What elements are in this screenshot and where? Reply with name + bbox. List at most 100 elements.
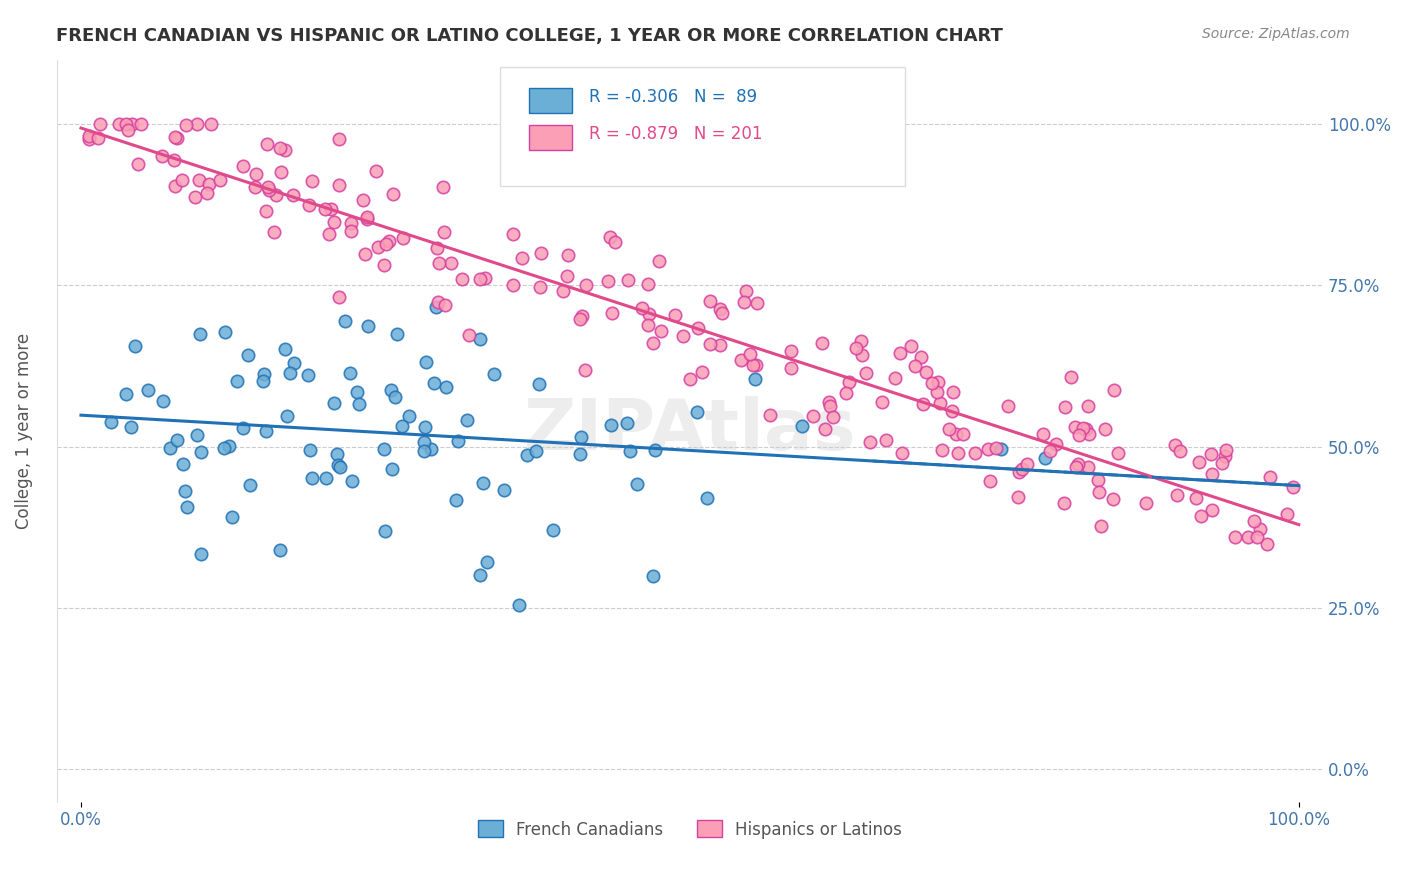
Point: [870, 395, 893, 409]
Point: [440, 256, 463, 270]
Point: [600, 417, 623, 432]
Point: [328, 178, 350, 192]
Point: [218, 439, 240, 453]
Point: [245, 167, 267, 181]
Text: FRENCH CANADIAN VS HISPANIC OR LATINO COLLEGE, 1 YEAR OR MORE CORRELATION CHART: FRENCH CANADIAN VS HISPANIC OR LATINO CO…: [56, 27, 1002, 45]
Point: [380, 383, 402, 397]
Point: [301, 471, 323, 485]
Point: [575, 278, 598, 293]
Point: [574, 363, 596, 377]
Point: [1101, 491, 1123, 506]
Point: [690, 365, 713, 379]
Point: [502, 278, 524, 293]
Point: [77, 132, 100, 146]
Point: [256, 136, 278, 151]
Point: [1213, 450, 1236, 464]
Point: [166, 131, 188, 145]
Point: [301, 173, 323, 187]
Point: [456, 413, 478, 427]
Point: [977, 442, 1000, 456]
Point: [605, 235, 627, 250]
Point: [512, 252, 534, 266]
Point: [243, 179, 266, 194]
Text: Source: ZipAtlas.com: Source: ZipAtlas.com: [1202, 27, 1350, 41]
Point: [569, 312, 592, 326]
Point: [214, 325, 236, 339]
Point: [928, 396, 950, 410]
Point: [1135, 496, 1157, 510]
Point: [391, 419, 413, 434]
Point: [391, 231, 413, 245]
Point: [637, 318, 659, 333]
Point: [814, 422, 837, 436]
Point: [269, 542, 291, 557]
Point: [413, 435, 436, 450]
Point: [648, 254, 671, 268]
Point: [276, 409, 298, 424]
Point: [426, 242, 449, 256]
Point: [1243, 514, 1265, 528]
Point: [1052, 496, 1074, 510]
Point: [1045, 436, 1067, 450]
Point: [596, 274, 619, 288]
Point: [482, 367, 505, 381]
Point: [323, 396, 346, 410]
Point: [1102, 384, 1125, 398]
Point: [319, 202, 342, 216]
Point: [745, 358, 768, 372]
Point: [349, 397, 371, 411]
Point: [190, 444, 212, 458]
Point: [1201, 467, 1223, 481]
Point: [927, 376, 949, 390]
Point: [911, 397, 934, 411]
Point: [274, 343, 297, 357]
Point: [709, 302, 731, 317]
Point: [329, 460, 352, 475]
Point: [637, 307, 659, 321]
Point: [1066, 459, 1088, 474]
Point: [1168, 443, 1191, 458]
Point: [328, 290, 350, 304]
Point: [120, 420, 142, 434]
Point: [1033, 451, 1056, 466]
Point: [136, 383, 159, 397]
Point: [557, 248, 579, 262]
Point: [551, 284, 574, 298]
Point: [297, 368, 319, 383]
Point: [340, 216, 363, 230]
Point: [163, 130, 186, 145]
Point: [357, 319, 380, 334]
Point: [283, 356, 305, 370]
Point: [226, 374, 249, 388]
Point: [1039, 443, 1062, 458]
Point: [176, 500, 198, 515]
Point: [427, 256, 450, 270]
Point: [127, 157, 149, 171]
Point: [979, 474, 1001, 488]
Point: [356, 212, 378, 227]
Point: [314, 202, 336, 216]
Point: [851, 348, 873, 362]
Point: [176, 118, 198, 132]
Point: [382, 187, 405, 202]
Point: [470, 272, 492, 286]
FancyBboxPatch shape: [529, 125, 572, 150]
Point: [398, 409, 420, 423]
Point: [426, 295, 449, 310]
Point: [239, 478, 262, 492]
Point: [617, 273, 640, 287]
Point: [811, 335, 834, 350]
Point: [855, 366, 877, 380]
Point: [941, 403, 963, 417]
Point: [1090, 519, 1112, 533]
Point: [738, 347, 761, 361]
Point: [121, 117, 143, 131]
Point: [1076, 422, 1098, 436]
Point: [315, 470, 337, 484]
Point: [195, 186, 218, 200]
Point: [1008, 465, 1031, 479]
Point: [1223, 530, 1246, 544]
Point: [114, 117, 136, 131]
Point: [679, 372, 702, 386]
Point: [709, 338, 731, 352]
